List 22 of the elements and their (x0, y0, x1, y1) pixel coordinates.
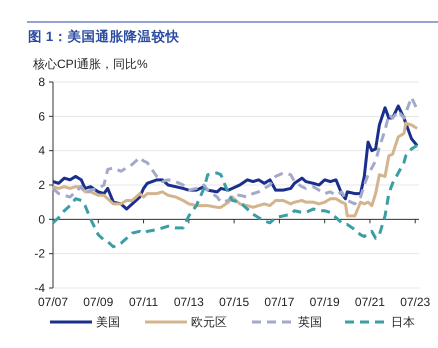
legend-label: 日本 (391, 315, 415, 329)
y-tick-label: -4 (34, 281, 46, 295)
legend-label: 欧元区 (191, 315, 227, 329)
y-tick-label: 6 (38, 109, 46, 124)
x-tick-label: 07/21 (354, 295, 386, 309)
x-tick-label: 07/15 (219, 295, 250, 309)
y-tick-label: -2 (34, 246, 46, 261)
x-tick-label: 07/07 (38, 295, 68, 309)
x-tick-label: 07/09 (83, 295, 114, 309)
x-tick-label: 07/19 (310, 295, 340, 309)
y-axis-title: 核心CPI通胀，同比% (32, 57, 148, 71)
legend-label: 英国 (298, 315, 322, 329)
chart-title: 图 1：美国通胀降温较快 (28, 28, 180, 44)
x-tick-label: 07/13 (174, 295, 204, 309)
y-tick-label: 4 (38, 144, 46, 158)
x-tick-label: 07/17 (264, 295, 295, 309)
x-tick-label: 07/23 (400, 295, 431, 309)
legend-label: 美国 (96, 315, 120, 329)
y-tick-label: 8 (38, 75, 46, 89)
y-tick-label: 0 (38, 212, 46, 226)
y-tick-label: 2 (38, 178, 46, 192)
x-tick-label: 07/11 (128, 295, 158, 309)
